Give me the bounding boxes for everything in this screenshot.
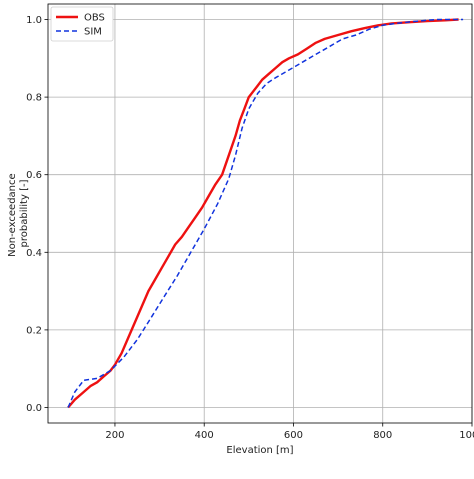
plot-frame <box>47 3 473 424</box>
y-tick-label: 0.6 <box>26 170 42 181</box>
y-tick-label: 0.0 <box>26 403 42 414</box>
x-tick-label: 200 <box>105 430 124 441</box>
legend: OBS SIM <box>50 6 114 42</box>
series-line-sim <box>67 18 464 408</box>
y-tick-label: 0.4 <box>26 248 42 259</box>
axis-ticks: 200 400 600 800 1000 0.0 0.2 0.4 0.6 0.8 1.0 <box>26 15 474 441</box>
x-axis-label: Elevation [m] <box>226 445 293 456</box>
grid <box>48 4 473 423</box>
legend-label-obs: OBS <box>84 13 105 24</box>
y-tick-label: 0.8 <box>26 93 42 104</box>
series-line-obs <box>67 18 459 409</box>
y-tick-label: 0.2 <box>26 325 42 336</box>
y-axis-label-line-2: probability [-] <box>19 179 30 247</box>
x-tick-label: 800 <box>373 430 392 441</box>
x-tick-label: 1000 <box>459 430 474 441</box>
legend-label-sim: SIM <box>84 27 102 38</box>
series-layer <box>67 18 464 409</box>
x-tick-label: 400 <box>195 430 214 441</box>
y-axis-label-line-1: Non-exceedance <box>7 173 18 257</box>
legend-box <box>50 6 114 42</box>
y-axis-label: Non-exceedance probability [-] <box>7 170 30 257</box>
y-tick-label: 1.0 <box>26 15 42 26</box>
x-tick-label: 600 <box>284 430 303 441</box>
